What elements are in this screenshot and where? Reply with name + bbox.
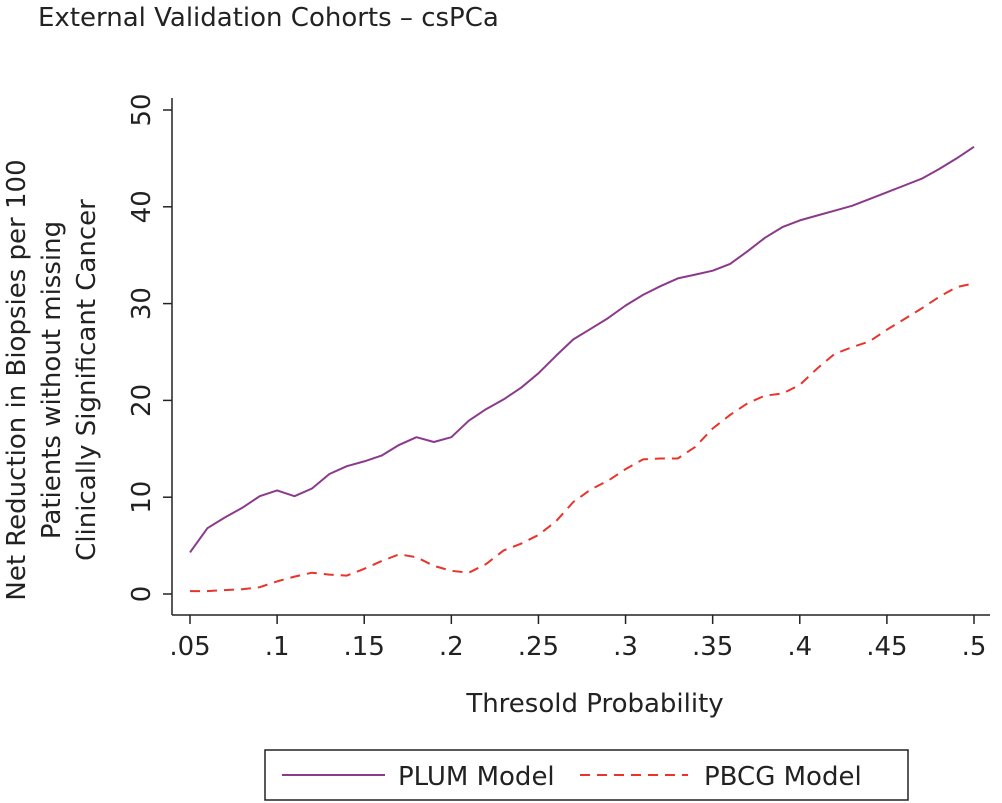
x-tick-label: .35 — [692, 632, 733, 662]
x-tick-label: .45 — [866, 632, 907, 662]
y-tick-label: 10 — [127, 481, 157, 514]
y-axis-label-line-2: Patients without missing — [37, 221, 67, 539]
y-axis-label: Net Reduction in Biopsies per 100 Patien… — [2, 159, 102, 600]
y-tick-label: 40 — [127, 190, 157, 223]
y-axis-label-line-3: Clinically Significant Cancer — [72, 199, 102, 561]
legend-label-plum: PLUM Model — [398, 762, 555, 792]
series-line-pbcg — [190, 282, 975, 593]
x-tick-label: .4 — [787, 632, 812, 662]
x-tick-label: .5 — [962, 632, 987, 662]
x-tick-label: .15 — [344, 632, 385, 662]
chart-title: External Validation Cohorts – csPCa — [38, 3, 499, 33]
x-axis-label: Thresold Probability — [465, 689, 723, 719]
series-layer — [189, 145, 975, 593]
y-tick-label: 30 — [127, 287, 157, 320]
legend-label-pbcg: PBCG Model — [704, 762, 862, 792]
x-tick-label: .05 — [169, 632, 210, 662]
series-line-plum — [189, 145, 975, 553]
x-axis: .05 .1 .15 .2 .25 .3 .35 .4 .45 .5 — [169, 615, 986, 662]
x-tick-label: .25 — [518, 632, 559, 662]
x-tick-label: .2 — [439, 632, 464, 662]
x-tick-label: .1 — [265, 632, 290, 662]
plot-frame — [171, 98, 990, 616]
y-tick-label: 0 — [127, 586, 157, 603]
x-tick-label: .3 — [613, 632, 638, 662]
y-tick-label: 20 — [127, 384, 157, 417]
y-tick-label: 50 — [127, 93, 157, 126]
y-axis: 0 10 20 30 40 50 — [127, 93, 172, 602]
y-axis-label-line-1: Net Reduction in Biopsies per 100 — [2, 159, 32, 600]
legend: PLUM Model PBCG Model — [264, 749, 909, 801]
